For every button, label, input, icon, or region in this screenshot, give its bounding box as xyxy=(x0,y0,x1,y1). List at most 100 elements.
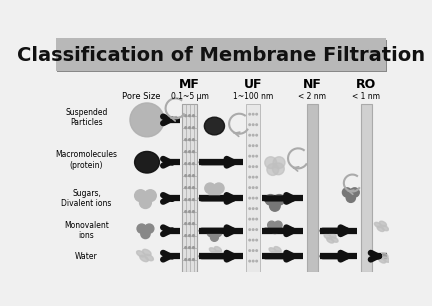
Text: Sugars,
Divalent ions: Sugars, Divalent ions xyxy=(61,189,112,208)
Circle shape xyxy=(189,235,191,237)
Circle shape xyxy=(256,218,257,220)
Circle shape xyxy=(144,190,156,202)
Ellipse shape xyxy=(383,257,390,262)
Circle shape xyxy=(252,176,254,178)
Bar xyxy=(246,104,260,271)
Circle shape xyxy=(189,247,191,248)
Text: UF: UF xyxy=(244,78,262,91)
Circle shape xyxy=(252,155,254,157)
Circle shape xyxy=(135,190,146,202)
Circle shape xyxy=(256,197,257,199)
Ellipse shape xyxy=(276,251,283,256)
Circle shape xyxy=(189,259,191,260)
Circle shape xyxy=(185,199,187,200)
Ellipse shape xyxy=(381,226,388,231)
Ellipse shape xyxy=(216,251,223,256)
Bar xyxy=(57,40,387,72)
Circle shape xyxy=(268,221,276,229)
Circle shape xyxy=(252,260,254,262)
Ellipse shape xyxy=(379,221,387,226)
Text: 1~100 nm: 1~100 nm xyxy=(233,92,273,101)
Ellipse shape xyxy=(375,222,381,228)
Bar xyxy=(361,104,372,271)
Ellipse shape xyxy=(214,247,222,252)
Circle shape xyxy=(256,187,257,188)
Circle shape xyxy=(185,127,187,129)
Circle shape xyxy=(189,223,191,225)
Circle shape xyxy=(209,189,220,200)
Circle shape xyxy=(145,224,154,233)
Circle shape xyxy=(256,229,257,230)
Circle shape xyxy=(249,166,251,167)
Ellipse shape xyxy=(377,226,384,232)
Circle shape xyxy=(252,145,254,147)
Ellipse shape xyxy=(145,254,153,261)
Circle shape xyxy=(274,195,285,205)
Circle shape xyxy=(193,247,194,248)
Circle shape xyxy=(273,163,284,175)
Circle shape xyxy=(249,250,251,251)
Text: Pore Size: Pore Size xyxy=(122,92,161,101)
Circle shape xyxy=(256,260,257,262)
Ellipse shape xyxy=(135,151,159,173)
Ellipse shape xyxy=(140,255,148,262)
Circle shape xyxy=(256,114,257,115)
Circle shape xyxy=(193,175,194,177)
Circle shape xyxy=(249,145,251,147)
Ellipse shape xyxy=(137,251,145,257)
Text: 0.1~5 μm: 0.1~5 μm xyxy=(171,92,209,101)
Text: Classification of Membrane Filtration: Classification of Membrane Filtration xyxy=(16,46,425,65)
Circle shape xyxy=(249,229,251,230)
Bar xyxy=(182,104,197,271)
Text: NF: NF xyxy=(303,78,321,91)
Circle shape xyxy=(214,229,222,237)
Circle shape xyxy=(252,197,254,199)
Circle shape xyxy=(249,218,251,220)
Ellipse shape xyxy=(324,234,331,239)
Circle shape xyxy=(249,260,251,262)
Ellipse shape xyxy=(204,117,225,135)
Ellipse shape xyxy=(272,252,279,257)
Circle shape xyxy=(265,195,276,205)
Circle shape xyxy=(185,175,187,177)
Circle shape xyxy=(270,201,280,211)
Circle shape xyxy=(189,127,191,129)
Circle shape xyxy=(130,103,164,137)
Circle shape xyxy=(193,163,194,165)
Ellipse shape xyxy=(327,238,334,243)
Circle shape xyxy=(252,134,254,136)
Circle shape xyxy=(249,176,251,178)
Ellipse shape xyxy=(379,258,386,263)
Circle shape xyxy=(189,175,191,177)
Ellipse shape xyxy=(269,248,276,253)
Circle shape xyxy=(249,239,251,241)
Text: RO: RO xyxy=(356,78,376,91)
Circle shape xyxy=(249,187,251,188)
Circle shape xyxy=(343,188,352,197)
Circle shape xyxy=(193,223,194,225)
Bar xyxy=(56,38,386,71)
Circle shape xyxy=(193,151,194,153)
Circle shape xyxy=(193,187,194,188)
Ellipse shape xyxy=(381,253,388,258)
Circle shape xyxy=(252,229,254,230)
Circle shape xyxy=(193,235,194,237)
Circle shape xyxy=(252,114,254,115)
Ellipse shape xyxy=(331,237,338,242)
Circle shape xyxy=(189,163,191,165)
Circle shape xyxy=(256,208,257,209)
Circle shape xyxy=(193,259,194,260)
Ellipse shape xyxy=(329,233,336,238)
Circle shape xyxy=(249,124,251,125)
Circle shape xyxy=(189,187,191,188)
Circle shape xyxy=(185,235,187,237)
Text: < 1 nm: < 1 nm xyxy=(353,92,380,101)
Circle shape xyxy=(185,139,187,140)
Circle shape xyxy=(249,114,251,115)
Ellipse shape xyxy=(210,248,216,253)
Ellipse shape xyxy=(212,252,219,257)
Circle shape xyxy=(193,199,194,200)
Circle shape xyxy=(193,127,194,129)
Circle shape xyxy=(185,247,187,248)
Circle shape xyxy=(185,223,187,225)
